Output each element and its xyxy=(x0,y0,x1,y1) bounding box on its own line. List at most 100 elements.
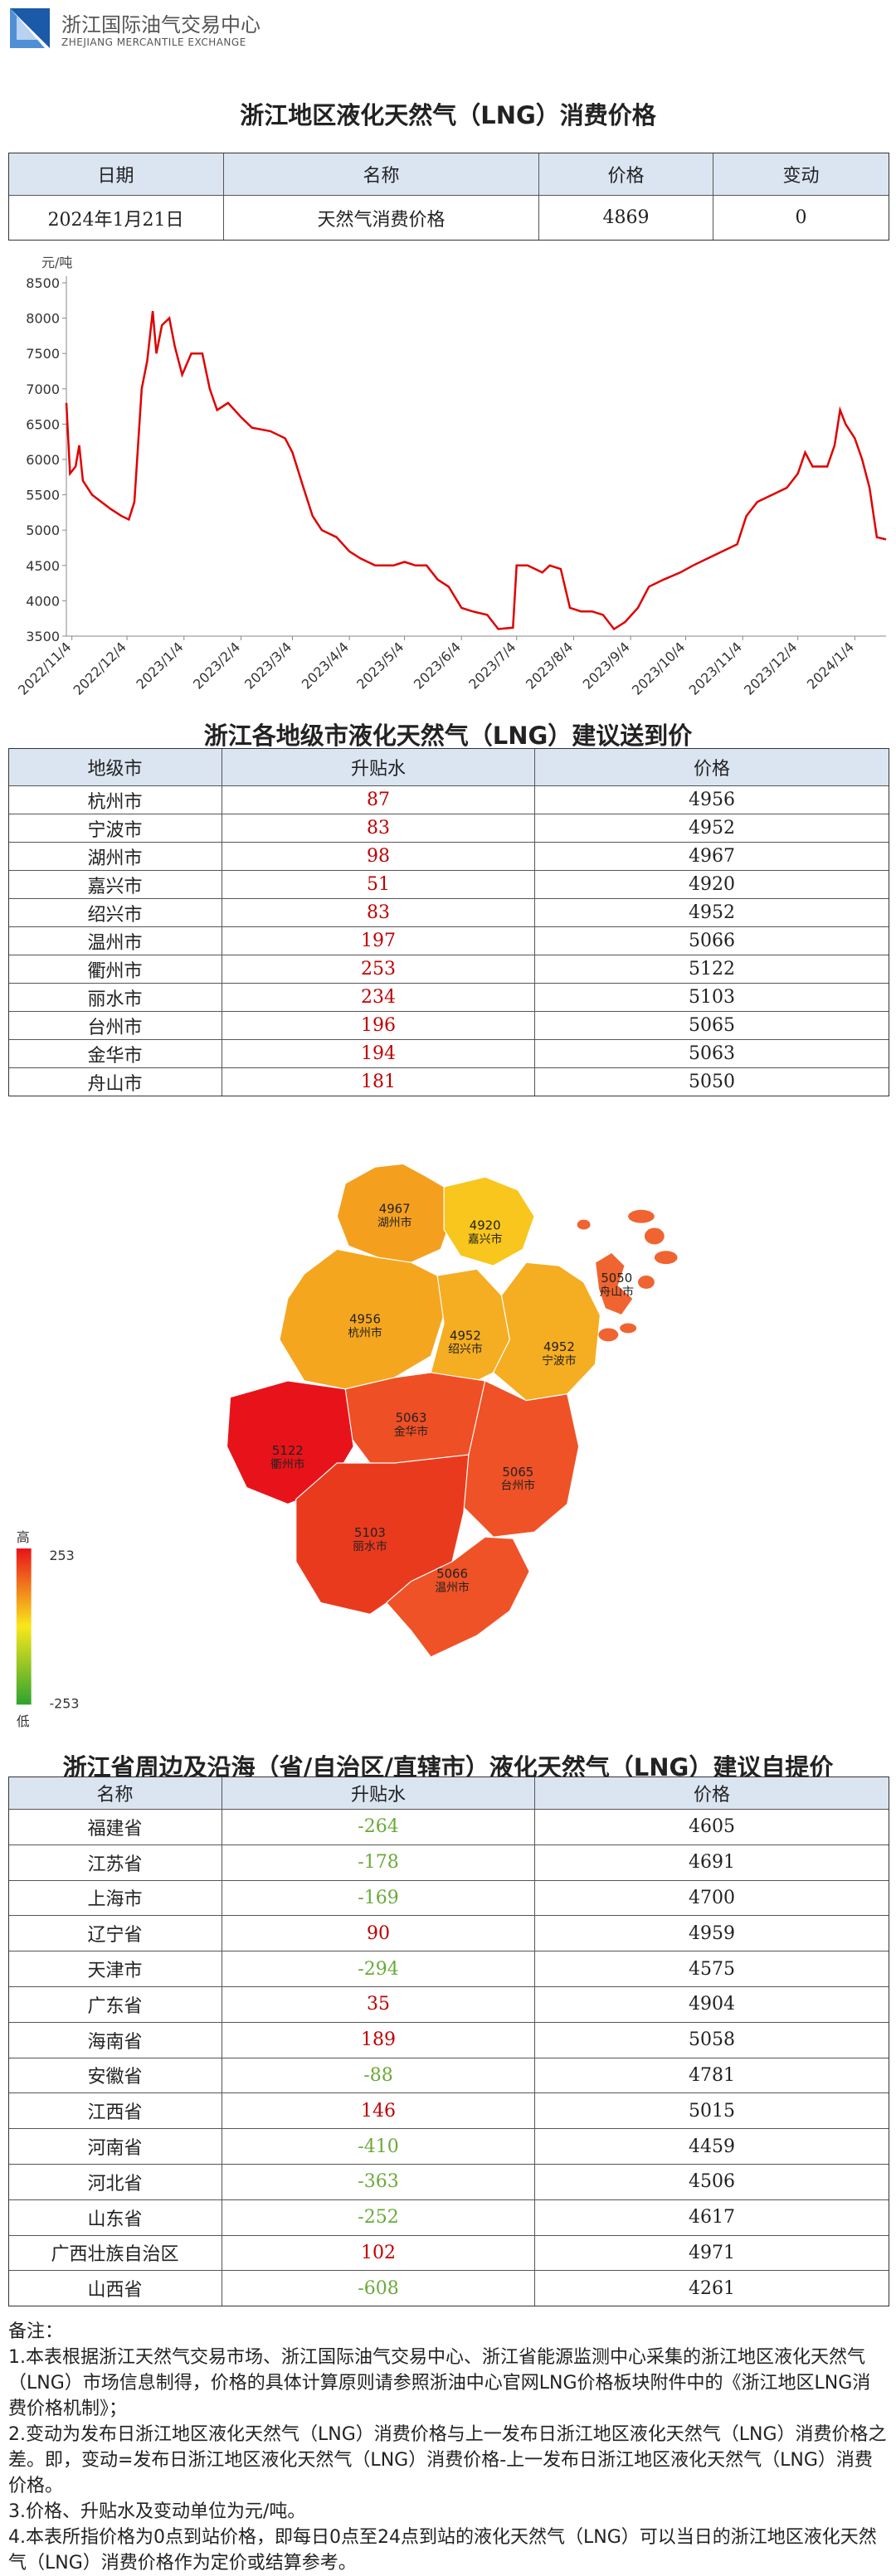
region-value: 5065 xyxy=(502,1465,533,1480)
table-cell: 山东省 xyxy=(8,2199,222,2236)
notes-title: 备注： xyxy=(8,2321,64,2342)
x-tick-label: 2023/1/4 xyxy=(133,639,186,692)
table-cell: 90 xyxy=(222,1916,535,1952)
y-tick-label: 5500 xyxy=(26,488,60,503)
notes: 备注： 1.本表根据浙江天然气交易市场、浙江国际油气交易中心、浙江省能源监测中心采… xyxy=(8,2319,888,2576)
table-cell: -88 xyxy=(222,2058,535,2094)
table-cell: 安徽省 xyxy=(8,2058,222,2094)
price-line xyxy=(65,310,887,631)
table-cell: 5058 xyxy=(535,2022,889,2058)
table-cell: 4700 xyxy=(535,1880,889,1917)
y-tick-label: 6500 xyxy=(26,416,60,432)
table-cell: 194 xyxy=(222,1040,535,1068)
org-name-en: ZHEJIANG MERCANTILE EXCHANGE xyxy=(61,36,246,48)
table-cell: 5065 xyxy=(535,1012,889,1040)
legend-bar xyxy=(16,1548,32,1705)
y-tick-label: 6000 xyxy=(26,452,60,468)
table-cell: 温州市 xyxy=(8,927,222,955)
island xyxy=(598,1328,619,1342)
table-cell: 福建省 xyxy=(8,1810,222,1845)
table-cell: 辽宁省 xyxy=(8,1916,222,1952)
table-cell: 4952 xyxy=(535,814,889,843)
x-tick-label: 2022/12/4 xyxy=(70,639,129,697)
table-cell: 湖州市 xyxy=(8,843,222,871)
table-cell: 宁波市 xyxy=(8,814,222,843)
table-cell: 河南省 xyxy=(8,2129,222,2165)
table-cell: 5015 xyxy=(535,2093,889,2130)
region-name: 舟山市 xyxy=(599,1285,634,1299)
y-tick-label: 5000 xyxy=(26,522,60,538)
table-cell: 舟山市 xyxy=(8,1068,222,1096)
y-tick-label: 4000 xyxy=(26,593,60,609)
header-cell: 地级市 xyxy=(8,748,222,786)
table-cell: 98 xyxy=(222,843,535,871)
region-name: 衢州市 xyxy=(270,1457,305,1471)
island xyxy=(620,1323,637,1334)
table-cell: -178 xyxy=(222,1845,535,1881)
header-cell: 名称 xyxy=(8,1776,222,1810)
region-name: 宁波市 xyxy=(542,1354,577,1368)
table-cell: 87 xyxy=(222,786,535,814)
table-cell: 丽水市 xyxy=(8,984,222,1012)
region-value: 5063 xyxy=(396,1410,427,1425)
table-cell: 189 xyxy=(222,2022,535,2058)
header-cell: 变动 xyxy=(713,153,889,196)
table-cell: 河北省 xyxy=(8,2165,222,2200)
legend-max: 253 xyxy=(49,1548,74,1563)
x-tick-label: 2023/10/4 xyxy=(629,639,688,697)
note-item: 2.变动为发布日浙江地区液化天然气（LNG）消费价格与上一发布日浙江地区液化天然… xyxy=(8,2424,887,2496)
note-item: 1.本表根据浙江天然气交易市场、浙江国际油气交易中心、浙江省能源监测中心采集的浙… xyxy=(8,2347,871,2419)
table-cell: 绍兴市 xyxy=(8,899,222,927)
table-cell: -169 xyxy=(222,1880,535,1917)
table-cell: 嘉兴市 xyxy=(8,871,222,899)
table-cell: 江西省 xyxy=(8,2093,222,2130)
region-value: 4920 xyxy=(470,1218,501,1233)
note-item: 4.本表所指价格为0点到站价格，即每日0点至24点到站的液化天然气（LNG）可以… xyxy=(8,2527,877,2574)
x-tick-label: 2023/2/4 xyxy=(190,639,243,692)
x-tick-label: 2023/9/4 xyxy=(580,639,633,692)
logo xyxy=(10,8,50,48)
region-value: 5103 xyxy=(354,1525,386,1540)
table-cell: 197 xyxy=(222,927,535,955)
table-cell: 253 xyxy=(222,955,535,984)
y-tick-label: 8500 xyxy=(26,275,60,291)
section-title: 浙江各地级市液化天然气（LNG）建议送到价 xyxy=(203,722,693,750)
note-item: 3.价格、升贴水及变动单位为元/吨。 xyxy=(8,2501,306,2522)
header-cell: 升贴水 xyxy=(222,748,535,786)
x-tick-label: 2023/7/4 xyxy=(465,639,519,692)
table-cell: 海南省 xyxy=(8,2022,222,2058)
table-cell: 83 xyxy=(222,899,535,927)
header-cell: 名称 xyxy=(224,153,539,196)
table-cell: -264 xyxy=(222,1810,535,1845)
region-name: 金华市 xyxy=(394,1424,429,1438)
header-cell: 升贴水 xyxy=(222,1776,535,1810)
header-cell: 价格 xyxy=(539,153,713,196)
table-cell: 衢州市 xyxy=(8,955,222,984)
table-cell: 金华市 xyxy=(8,1040,222,1068)
table-cell: 4575 xyxy=(535,1951,889,1987)
table-cell: 杭州市 xyxy=(8,786,222,814)
table-cell: 江苏省 xyxy=(8,1845,222,1881)
table-cell: 台州市 xyxy=(8,1012,222,1040)
table-cell: 4952 xyxy=(535,899,889,927)
table-cell: 5103 xyxy=(535,984,889,1012)
table-cell: 5063 xyxy=(535,1040,889,1068)
map-region xyxy=(443,1176,535,1266)
region-value: 5066 xyxy=(436,1567,468,1582)
table-cell: 广西壮族自治区 xyxy=(8,2235,222,2272)
y-tick-label: 7500 xyxy=(26,346,60,362)
table-cell: 4506 xyxy=(535,2165,889,2200)
island xyxy=(644,1227,665,1245)
table-cell: -363 xyxy=(222,2165,535,2200)
table-cell: 4959 xyxy=(535,1916,889,1952)
region-name: 湖州市 xyxy=(377,1216,412,1230)
y-tick-label: 8000 xyxy=(26,311,60,327)
legend-high: 高 xyxy=(17,1529,30,1545)
y-tick-label: 7000 xyxy=(26,382,60,397)
table-cell: 4691 xyxy=(535,1845,889,1881)
y-tick-label: 3500 xyxy=(26,629,60,644)
section-title: 浙江地区液化天然气（LNG）消费价格 xyxy=(240,101,656,129)
table-cell: 5122 xyxy=(535,955,889,984)
